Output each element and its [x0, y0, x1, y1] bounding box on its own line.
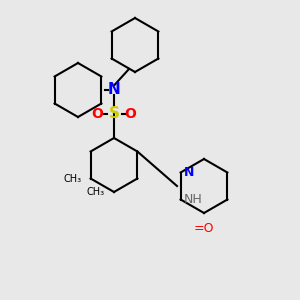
Text: CH₃: CH₃ — [64, 173, 82, 184]
Text: CH₃: CH₃ — [87, 187, 105, 197]
Text: =O: =O — [194, 222, 214, 235]
Text: S: S — [109, 106, 119, 122]
Text: O: O — [92, 107, 104, 121]
Text: NH: NH — [184, 193, 202, 206]
Text: N: N — [184, 166, 194, 179]
Text: N: N — [108, 82, 120, 98]
Text: O: O — [124, 107, 136, 121]
